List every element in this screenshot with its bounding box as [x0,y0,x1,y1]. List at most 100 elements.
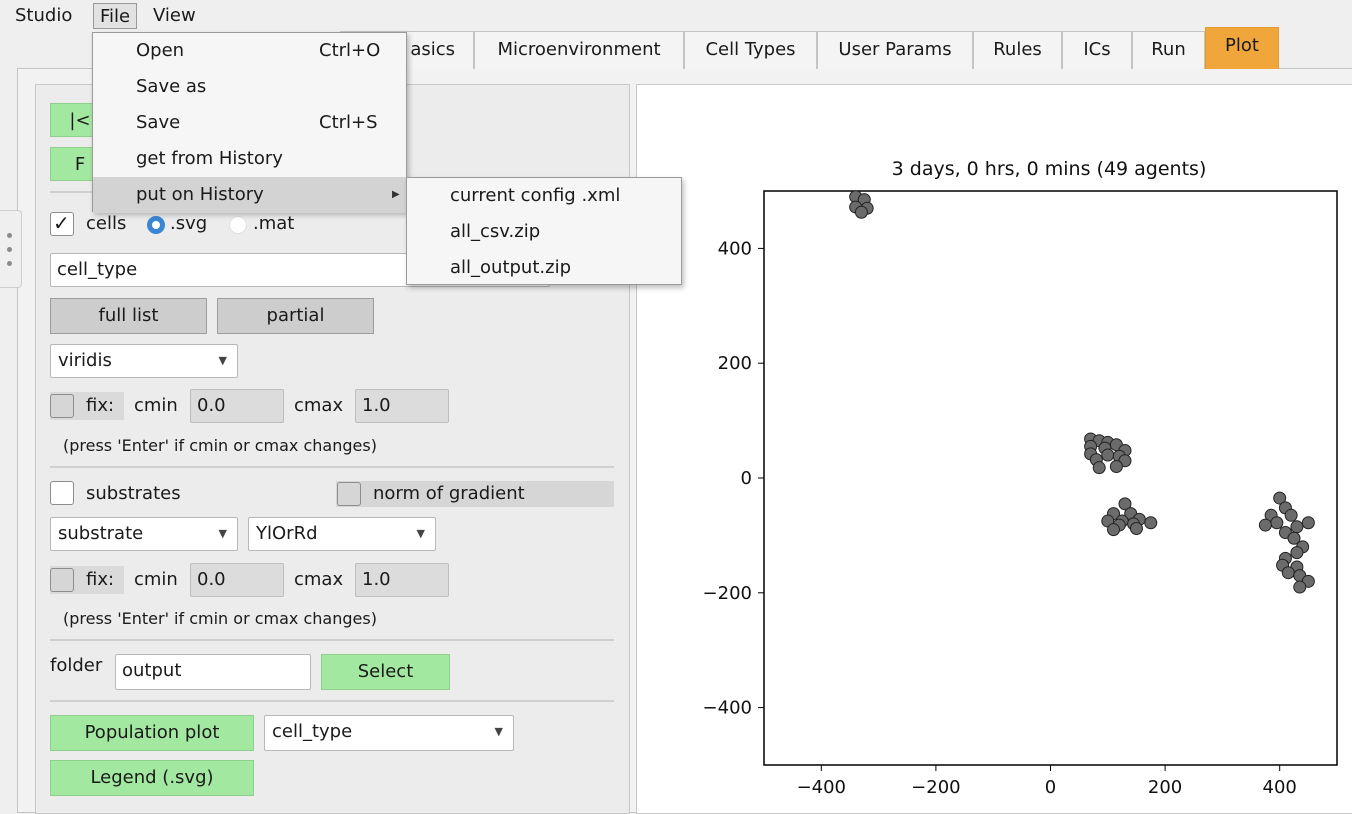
x-tick-label: 200 [1148,777,1182,798]
cmax-label: cmax [294,569,344,590]
substrates-checkbox[interactable] [50,481,74,505]
menu-file[interactable]: File [93,3,138,29]
menu-studio[interactable]: Studio [9,3,78,29]
population-plot-label: Population plot [84,722,220,743]
menu-save-as[interactable]: Save as [93,69,406,105]
menu-open[interactable]: Open Ctrl+O [93,33,406,69]
fix-label: fix: [86,569,115,590]
first-frame-label: |< [69,110,91,131]
menubar: Studio File View [0,0,1352,32]
svg-radio[interactable] [147,216,165,234]
cell-point [1290,546,1304,560]
submenu-current-config-label: current config .xml [450,185,621,206]
menu-save-label: Save [136,112,181,133]
tab-cell-types-label: Cell Types [705,39,796,60]
cell-point [1281,566,1295,580]
chevron-down-icon: ▼ [218,527,227,540]
submenu-all-csv-label: all_csv.zip [450,221,541,242]
submenu-all-output[interactable]: all_output.zip [450,250,571,286]
folder-value: output [122,660,182,681]
cell-colormap-select[interactable]: viridis ▼ [50,344,238,378]
tab-microenvironment-label: Microenvironment [497,39,661,60]
submenu-current-config[interactable]: current config .xml [450,178,620,214]
fix-label: fix: [86,395,115,416]
grip-dot-icon [7,233,12,238]
tab-plot[interactable]: Plot [1205,27,1279,69]
tab-user-params[interactable]: User Params [817,31,973,69]
grip-dot-icon [7,247,12,252]
full-list-button[interactable]: full list [50,298,207,334]
legend-svg-label: Legend (.svg) [90,767,214,788]
menu-studio-label: Studio [15,5,73,26]
partial-button[interactable]: partial [217,298,374,334]
menu-save-shortcut: Ctrl+S [319,112,378,133]
cells-checkbox[interactable]: ✓ [50,211,74,236]
population-plot-button[interactable]: Population plot [50,715,254,751]
cell-cmax-input[interactable]: 1.0 [355,389,449,423]
substrate-select[interactable]: substrate ▼ [50,517,238,551]
menu-save[interactable]: Save Ctrl+S [93,105,406,141]
cmin-cmax-note: (press 'Enter' if cmin or cmax changes) [63,436,377,455]
plot-frame [763,190,1338,766]
tab-ics[interactable]: ICs [1062,31,1132,69]
substrate-fix-checkbox[interactable] [50,568,74,592]
divider [50,639,614,641]
y-tick-label: 400 [718,238,752,259]
tab-rules[interactable]: Rules [973,31,1062,69]
tab-cell-types[interactable]: Cell Types [684,31,817,69]
divider [50,466,614,468]
menu-get-from-history[interactable]: get from History [93,141,406,177]
legend-svg-button[interactable]: Legend (.svg) [50,760,254,796]
substrate-cmax-input[interactable]: 1.0 [355,563,449,597]
norm-gradient-label: norm of gradient [373,483,525,504]
submenu-all-output-label: all_output.zip [450,257,571,278]
cell-fix-checkbox[interactable] [50,394,74,418]
mat-radio[interactable] [229,216,247,234]
cmax-label: cmax [294,395,344,416]
divider [50,700,614,702]
cell-cmax-value: 1.0 [362,395,391,416]
menu-put-history-label: put on History [136,184,264,205]
chevron-down-icon: ▼ [218,354,227,367]
history-submenu: current config .xml all_csv.zip all_outp… [406,177,682,285]
cell-point [1107,523,1121,537]
tab-microenvironment[interactable]: Microenvironment [474,31,684,69]
x-tick-label: −400 [797,777,846,798]
cell-scalar-value: cell_type [57,259,138,280]
substrate-colormap-select[interactable]: YlOrRd ▼ [248,517,436,551]
cell-point [1273,491,1287,505]
menu-open-label: Open [136,40,185,61]
submenu-all-csv[interactable]: all_csv.zip [450,214,540,250]
norm-gradient-group [336,481,614,507]
x-tick-label: −200 [911,777,960,798]
substrates-label: substrates [86,483,181,504]
folder-input[interactable]: output [115,654,311,690]
tab-run[interactable]: Run [1132,31,1205,69]
chevron-down-icon: ▼ [494,725,503,738]
tab-rules-label: Rules [993,39,1042,60]
substrate-colormap-value: YlOrRd [256,523,318,544]
population-type-select[interactable]: cell_type ▼ [264,715,514,751]
substrate-cmax-value: 1.0 [362,569,391,590]
cell-cmin-input[interactable]: 0.0 [190,389,284,423]
panel-splitter-handle[interactable] [0,210,22,288]
menu-view[interactable]: View [147,3,202,29]
y-tick-label: 0 [741,468,752,489]
cell-point [1118,497,1132,511]
x-tick-label: 400 [1263,777,1297,798]
cmin-cmax-note: (press 'Enter' if cmin or cmax changes) [63,609,377,628]
menu-view-label: View [153,5,196,26]
substrate-cmin-input[interactable]: 0.0 [190,563,284,597]
menu-put-on-history[interactable]: put on History ▶ [93,177,406,213]
scatter-plot[interactable]: 3 days, 0 hrs, 0 mins (49 agents) −400 −2… [637,85,1352,813]
cell-point [1284,508,1298,522]
y-tick-label: −200 [703,583,752,604]
cell-point [1109,460,1123,474]
cell-point [1290,520,1304,534]
cell-cmin-value: 0.0 [197,395,226,416]
menu-save-as-label: Save as [136,76,207,97]
norm-gradient-checkbox[interactable] [337,482,361,506]
cell-point [1092,461,1106,475]
select-folder-button[interactable]: Select [321,654,450,690]
substrate-value: substrate [58,523,144,544]
